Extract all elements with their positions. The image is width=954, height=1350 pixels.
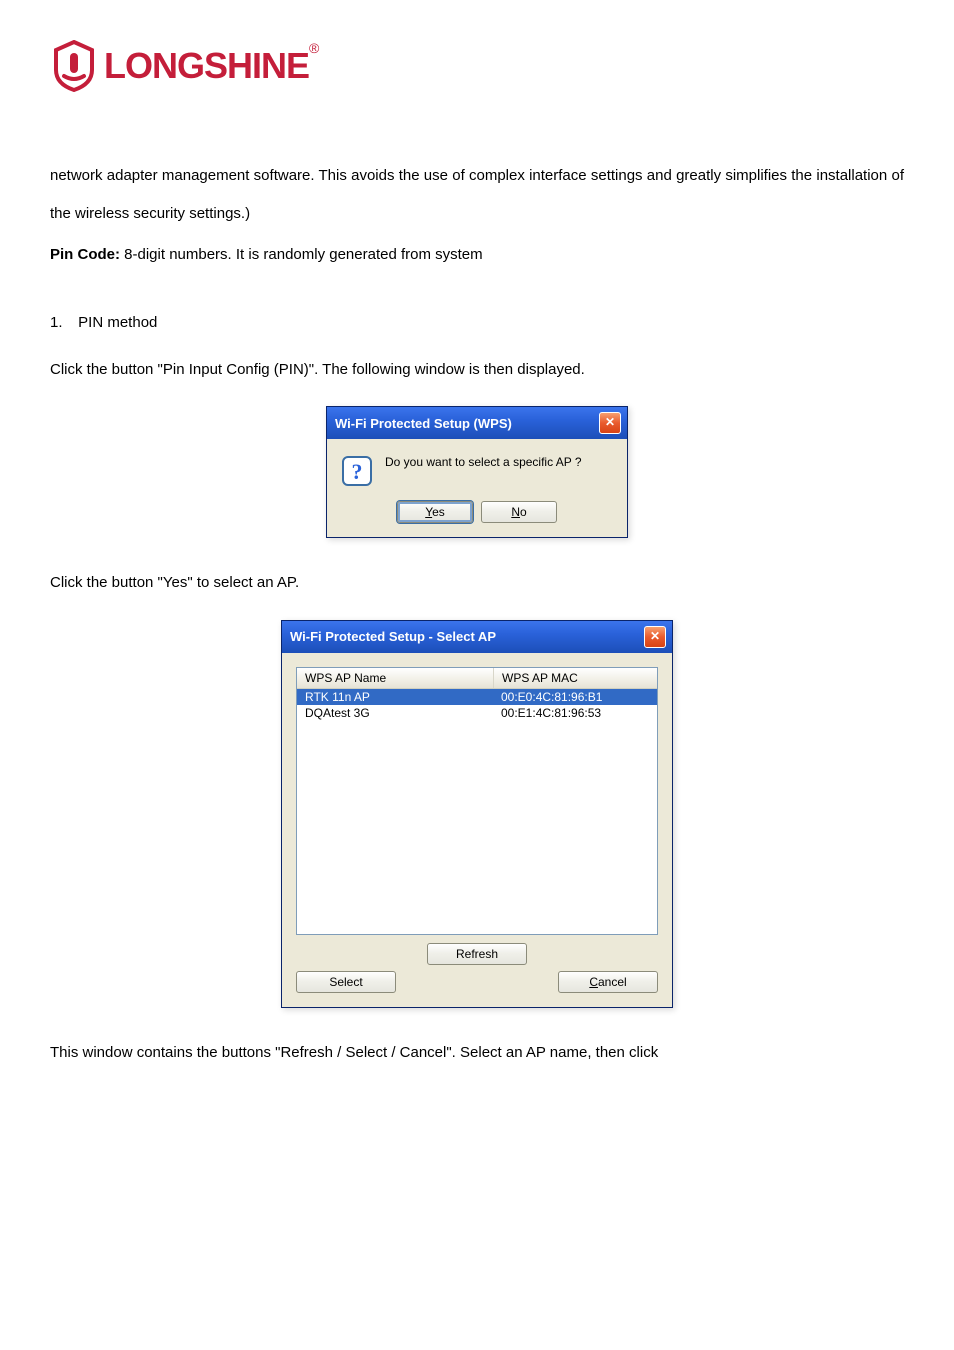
wps-confirm-message: Do you want to select a specific AP ? [385,455,582,469]
ap-row-0[interactable]: RTK 11n AP 00:E0:4C:81:96:B1 [297,689,657,705]
list-item-1: 1. PIN method [50,314,904,331]
col-header-name[interactable]: WPS AP Name [297,668,494,688]
select-ap-title: Wi-Fi Protected Setup - Select AP [290,629,496,644]
wps-confirm-body: ? Do you want to select a specific AP ? [327,439,627,501]
select-ap-body: WPS AP Name WPS AP MAC RTK 11n AP 00:E0:… [282,653,672,1007]
paragraph-4: Click the button "Yes" to select an AP. [50,564,904,602]
list-number: 1. [50,314,74,331]
ap-name-1: DQAtest 3G [297,705,493,721]
ap-row-1[interactable]: DQAtest 3G 00:E1:4C:81:96:53 [297,705,657,721]
wps-confirm-title: Wi-Fi Protected Setup (WPS) [335,416,512,431]
close-icon[interactable]: ✕ [599,412,621,434]
svg-text:?: ? [352,459,363,484]
paragraph-5: This window contains the buttons "Refres… [50,1034,904,1072]
question-icon: ? [341,455,373,487]
paragraph-2: Pin Code: 8-digit numbers. It is randoml… [50,236,904,274]
col-header-mac[interactable]: WPS AP MAC [494,668,657,688]
ap-mac-1: 00:E1:4C:81:96:53 [493,705,657,721]
select-button[interactable]: Select [296,971,396,993]
logo-trademark: ® [309,40,319,56]
refresh-button[interactable]: Refresh [427,943,527,965]
logo-text: LONGSHINE [104,45,309,87]
ap-list[interactable]: WPS AP Name WPS AP MAC RTK 11n AP 00:E0:… [296,667,658,935]
close-icon[interactable]: ✕ [644,626,666,648]
yes-button[interactable]: Yes [397,501,473,523]
pin-code-desc: 8-digit numbers. It is randomly generate… [120,246,483,263]
longshine-logo-icon [50,40,98,92]
wps-confirm-dialog: Wi-Fi Protected Setup (WPS) ✕ ? Do you w… [326,406,628,538]
list-text: PIN method [78,314,157,331]
paragraph-1: network adapter management software. Thi… [50,157,904,232]
no-button[interactable]: No [481,501,557,523]
logo: LONGSHINE ® [50,40,319,92]
pin-code-label: Pin Code: [50,246,120,263]
ap-mac-0: 00:E0:4C:81:96:B1 [493,689,657,705]
wps-confirm-titlebar[interactable]: Wi-Fi Protected Setup (WPS) ✕ [327,407,627,439]
ap-list-header: WPS AP Name WPS AP MAC [297,668,657,689]
select-ap-titlebar[interactable]: Wi-Fi Protected Setup - Select AP ✕ [282,621,672,653]
wps-confirm-buttons: Yes No [327,501,627,537]
cancel-button[interactable]: Cancel [558,971,658,993]
logo-area: LONGSHINE ® [50,40,904,97]
paragraph-3: Click the button "Pin Input Config (PIN)… [50,351,904,389]
ap-name-0: RTK 11n AP [297,689,493,705]
select-ap-dialog: Wi-Fi Protected Setup - Select AP ✕ WPS … [281,620,673,1008]
